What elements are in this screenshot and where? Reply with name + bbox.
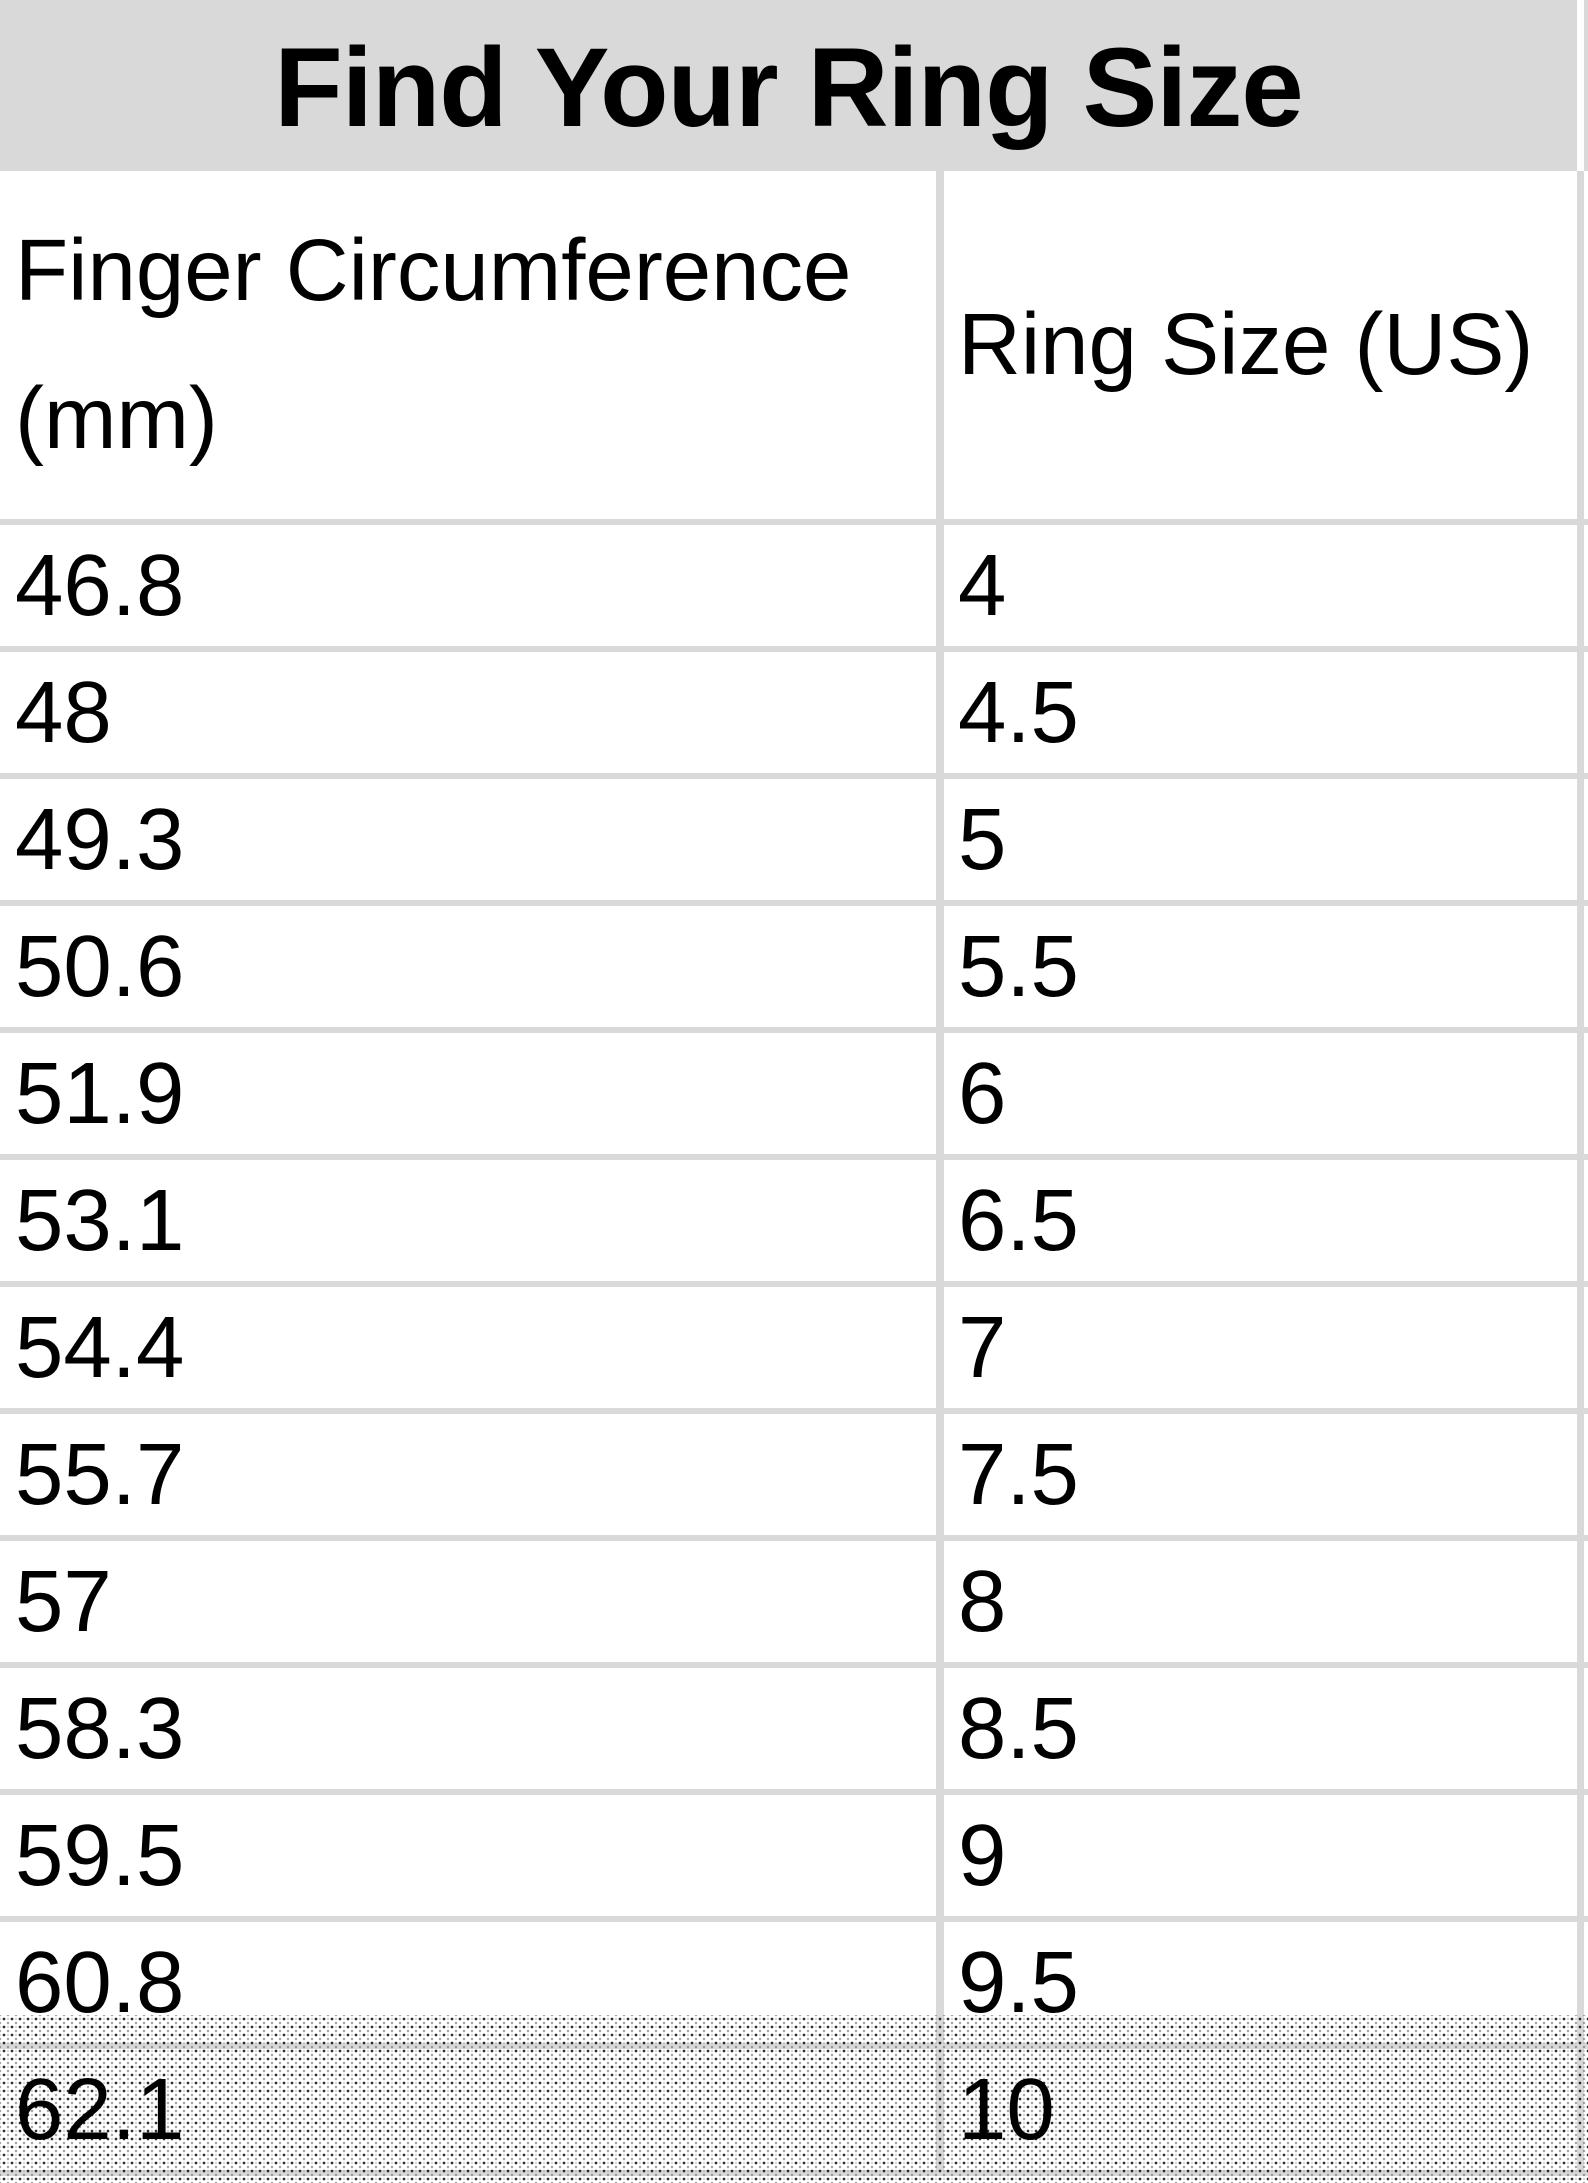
ring-size-cell[interactable]: 10 [944,2049,1584,2170]
ring-size-value: 9 [958,1806,1007,1904]
ring-size-cell[interactable]: 4 [944,525,1584,646]
ring-size-value: 8.5 [958,1679,1079,1777]
table-body: 46.8 4 48 4.5 49.3 5 50.6 5.5 51.9 [0,525,1588,2176]
table-row: 46.8 4 [0,525,1588,652]
circumference-value: 49.3 [15,790,185,888]
circumference-value: 58.3 [15,1679,185,1777]
header-cell-ring-size: Ring Size (US) [944,171,1584,519]
ring-size-value: 7.5 [958,1425,1079,1523]
title-merged-cell: Find Your Ring Size [0,0,1577,171]
partial-next-row [0,2176,1588,2183]
circumference-cell[interactable]: 59.5 [0,1795,944,1916]
circumference-cell[interactable]: 49.3 [0,779,944,900]
circumference-cell[interactable]: 51.9 [0,1033,944,1154]
ring-size-cell[interactable]: 9.5 [944,1922,1584,2043]
circumference-cell[interactable]: 53.1 [0,1160,944,1281]
circumference-value: 51.9 [15,1044,185,1142]
circumference-value: 55.7 [15,1425,185,1523]
table-row: 49.3 5 [0,779,1588,906]
table-row: 54.4 7 [0,1287,1588,1414]
header-cell-circumference: Finger Circumference (mm) [0,171,944,519]
circumference-cell[interactable]: 58.3 [0,1668,944,1789]
circumference-value: 60.8 [15,1933,185,2031]
table-row: 57 8 [0,1541,1588,1668]
table-row: 62.1 10 [0,2049,1588,2176]
circumference-cell[interactable]: 62.1 [0,2049,944,2170]
table-row: 55.7 7.5 [0,1414,1588,1541]
ring-size-value: 5.5 [958,917,1079,1015]
ring-size-value: 5 [958,790,1007,888]
ring-size-value: 6 [958,1044,1007,1142]
table-row: 53.1 6.5 [0,1160,1588,1287]
table-row: 59.5 9 [0,1795,1588,1922]
ring-size-cell[interactable]: 6 [944,1033,1584,1154]
table-row: 60.8 9.5 [0,1922,1588,2049]
header-label-circumference: Finger Circumference (mm) [15,222,852,467]
table-row: 50.6 5.5 [0,906,1588,1033]
circumference-value: 57 [15,1552,112,1650]
circumference-cell[interactable]: 55.7 [0,1414,944,1535]
ring-size-cell[interactable]: 5.5 [944,906,1584,1027]
ring-size-value: 4.5 [958,663,1079,761]
ring-size-cell[interactable]: 8 [944,1541,1584,1662]
ring-size-value: 7 [958,1298,1007,1396]
circumference-value: 62.1 [15,2060,185,2158]
circumference-value: 50.6 [15,917,185,1015]
table-row: 48 4.5 [0,652,1588,779]
table-row: 51.9 6 [0,1033,1588,1160]
circumference-value: 53.1 [15,1171,185,1269]
ring-size-cell[interactable]: 6.5 [944,1160,1584,1281]
ring-size-value: 8 [958,1552,1007,1650]
circumference-cell[interactable]: 48 [0,652,944,773]
circumference-cell[interactable]: 50.6 [0,906,944,1027]
title-right-border-gap [1577,0,1584,171]
circumference-value: 46.8 [15,536,185,634]
circumference-value: 48 [15,663,112,761]
ring-size-cell[interactable]: 9 [944,1795,1584,1916]
ring-size-value: 9.5 [958,1933,1079,2031]
adjacent-column-sliver [1584,0,1588,171]
ring-size-value: 6.5 [958,1171,1079,1269]
circumference-cell[interactable]: 46.8 [0,525,944,646]
header-label-ring-size: Ring Size (US) [958,296,1534,394]
header-row: Finger Circumference (mm) Ring Size (US) [0,171,1588,525]
ring-size-cell[interactable]: 7 [944,1287,1584,1408]
ring-size-value: 10 [958,2060,1055,2158]
circumference-value: 54.4 [15,1298,185,1396]
ring-size-cell[interactable]: 5 [944,779,1584,900]
table-row: 58.3 8.5 [0,1668,1588,1795]
circumference-cell[interactable]: 60.8 [0,1922,944,2043]
ring-size-cell[interactable]: 8.5 [944,1668,1584,1789]
circumference-cell[interactable]: 57 [0,1541,944,1662]
ring-size-cell[interactable]: 4.5 [944,652,1584,773]
title-row: Find Your Ring Size [0,0,1588,171]
ring-size-value: 4 [958,536,1007,634]
circumference-cell[interactable]: 54.4 [0,1287,944,1408]
circumference-value: 59.5 [15,1806,185,1904]
ring-size-cell[interactable]: 7.5 [944,1414,1584,1535]
page-title: Find Your Ring Size [274,24,1303,150]
